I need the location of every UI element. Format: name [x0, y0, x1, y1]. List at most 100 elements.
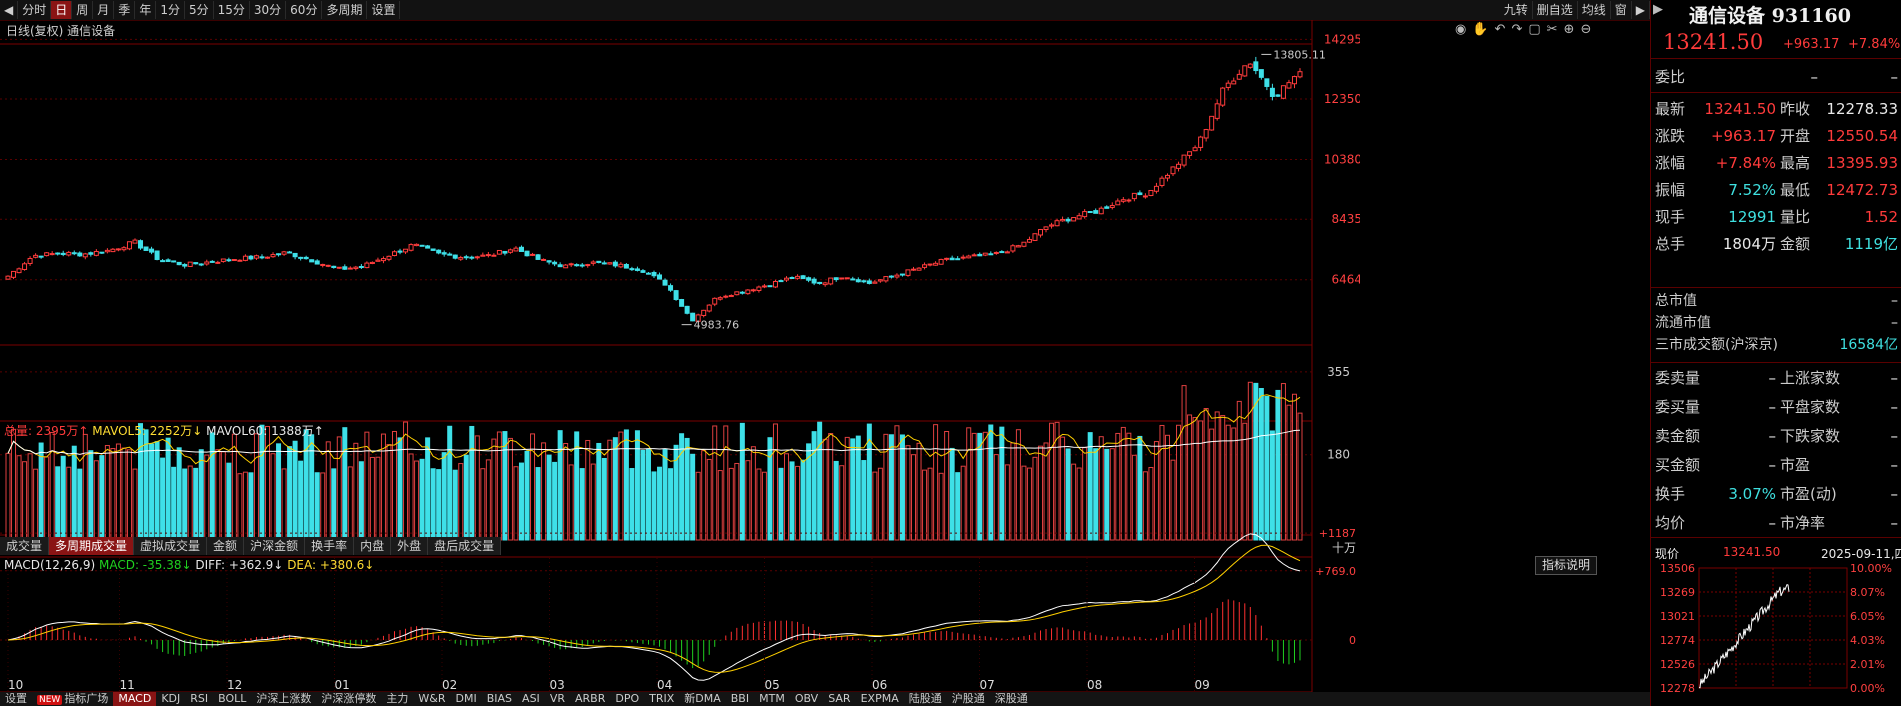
toolbar-right-button[interactable]: ▶ — [1632, 1, 1650, 19]
lock-icon[interactable]: ▢ — [1528, 22, 1541, 37]
indicator-tab-label: 设置 — [5, 692, 27, 705]
indicator-tab[interactable]: 主力 — [381, 692, 413, 706]
indicator-tab[interactable]: 沪深上涨数 — [251, 692, 316, 706]
volume-bar — [999, 426, 1005, 541]
redo-icon[interactable]: ↷ — [1511, 22, 1523, 37]
period-button[interactable]: 多周期 — [322, 1, 368, 19]
indicator-tab[interactable]: OBV — [790, 692, 823, 706]
candle-body — [231, 259, 237, 262]
indicator-tab[interactable]: DPO — [610, 692, 644, 706]
candle-body — [110, 248, 116, 253]
indicator-tab[interactable]: EXPMA — [856, 692, 904, 706]
breadth-row: 委卖量 – 上涨家数 – — [1655, 367, 1898, 389]
period-button[interactable]: 月 — [93, 1, 115, 19]
period-button[interactable]: 15分 — [214, 1, 250, 19]
period-button[interactable]: ◀ — [0, 1, 19, 19]
period-button[interactable]: 5分 — [185, 1, 214, 19]
zoom-in-icon[interactable]: ⊕ — [1563, 22, 1575, 37]
candle-body — [342, 266, 348, 270]
candle-body — [474, 256, 480, 259]
candle-body — [1181, 154, 1187, 166]
indicator-tab[interactable]: W&R — [413, 692, 450, 706]
kline-chart[interactable]: 14295 12350 10380 8435 6464 13805.11 4983.76 35… — [0, 20, 1360, 692]
period-button[interactable]: 周 — [72, 1, 94, 19]
candle-body — [154, 250, 160, 260]
volume-tab[interactable]: 虚拟成交量 — [134, 537, 208, 555]
volume-bar — [535, 467, 541, 541]
period-button[interactable]: 分时 — [18, 1, 52, 19]
indicator-tab[interactable]: TRIX — [644, 692, 679, 706]
indicator-tab[interactable]: MACD — [113, 692, 157, 706]
period-button[interactable]: 日 — [51, 1, 73, 19]
indicator-tab[interactable]: KDJ — [156, 692, 185, 706]
period-button[interactable]: 年 — [135, 1, 157, 19]
toolbar-right-button[interactable]: 删自选 — [1533, 1, 1578, 19]
indicator-explain-button[interactable]: 指标说明 — [1535, 556, 1598, 575]
chart-tool-icons: ◉ ✋ ↶ ↷ ▢ ✂ ⊕ ⊖ — [1455, 22, 1591, 37]
indicator-tab[interactable]: NEW 指标广场 — [32, 692, 113, 706]
period-button[interactable]: 季 — [114, 1, 136, 19]
volume-bar — [1275, 389, 1281, 541]
volume-bar — [242, 471, 248, 541]
period-button[interactable]: 60分 — [286, 1, 323, 19]
indicator-tab[interactable]: MTM — [754, 692, 790, 706]
toolbar-right-button[interactable]: 窗 — [1611, 1, 1632, 19]
indicator-tab[interactable]: 陆股通 — [904, 692, 947, 706]
indicator-tab[interactable]: BOLL — [213, 692, 251, 706]
volume-tab[interactable]: 成交量 — [0, 537, 50, 555]
zoom-out-icon[interactable]: ⊖ — [1580, 22, 1592, 37]
volume-bar — [568, 464, 574, 541]
indicator-tab[interactable]: 沪深涨停数 — [316, 692, 381, 706]
volume-tab[interactable]: 盘后成交量 — [428, 537, 502, 555]
volume-tab[interactable]: 金额 — [207, 537, 245, 555]
candle-body — [331, 265, 337, 268]
volume-bar — [1087, 432, 1093, 541]
indicator-tab[interactable]: BIAS — [482, 692, 517, 706]
candle-body — [347, 267, 353, 270]
volume-tab[interactable]: 外盘 — [391, 537, 429, 555]
indicator-tab[interactable]: 新DMA — [679, 692, 726, 706]
indicator-tab[interactable]: SAR — [823, 692, 855, 706]
volume-bar — [414, 460, 420, 541]
hand-icon[interactable]: ✋ — [1472, 22, 1489, 37]
breadth-value: – — [1890, 398, 1899, 416]
intraday-mini-chart[interactable]: 13506 10.00% 13269 8.07% 13021 6.05% 12774 4.03… — [1651, 560, 1901, 706]
indicator-tab[interactable]: 沪股通 — [947, 692, 990, 706]
eye-icon[interactable]: ◉ — [1455, 22, 1467, 37]
candle-body — [138, 240, 144, 249]
quote-label: 总手 — [1655, 235, 1686, 253]
indicator-tab[interactable]: DMI — [451, 692, 482, 706]
period-button[interactable]: 1分 — [156, 1, 185, 19]
period-button[interactable]: 设置 — [367, 1, 401, 19]
volume-tab[interactable]: 换手率 — [305, 537, 355, 555]
period-button[interactable]: 30分 — [250, 1, 287, 19]
volume-tab[interactable]: 沪深金额 — [244, 537, 306, 555]
candle-body — [1236, 73, 1242, 80]
volume-bar — [1236, 400, 1242, 541]
indicator-tab[interactable]: VR — [545, 692, 570, 706]
volume-bar — [1137, 435, 1143, 541]
candle-body — [265, 256, 271, 259]
volume-bar — [911, 454, 917, 541]
indicator-tab-label: DPO — [615, 692, 640, 705]
indicator-tab[interactable]: ARBR — [570, 692, 610, 706]
indicator-tab[interactable]: 深股通 — [990, 692, 1033, 706]
indicator-tab[interactable]: RSI — [185, 692, 213, 706]
mini-pct-label: 2.01% — [1850, 658, 1885, 671]
indicator-tab[interactable]: 设置 — [0, 692, 32, 706]
volume-bar — [690, 453, 696, 541]
volume-bar — [899, 434, 905, 541]
back-icon[interactable]: ▶ — [1653, 2, 1663, 17]
indicator-tab[interactable]: ASI — [517, 692, 545, 706]
volume-tab[interactable]: 内盘 — [354, 537, 392, 555]
candle-body — [706, 304, 712, 312]
scissors-icon[interactable]: ✂ — [1546, 22, 1558, 37]
toolbar-right-button[interactable]: 九转 — [1500, 1, 1533, 19]
volume-tab[interactable]: 多周期成交量 — [49, 537, 135, 555]
price-tick-label: 14295 — [1324, 32, 1360, 46]
undo-icon[interactable]: ↶ — [1494, 22, 1506, 37]
candle-body — [938, 258, 944, 265]
candle-body — [1170, 166, 1176, 175]
toolbar-right-button[interactable]: 均线 — [1578, 1, 1611, 19]
indicator-tab[interactable]: BBI — [726, 692, 754, 706]
